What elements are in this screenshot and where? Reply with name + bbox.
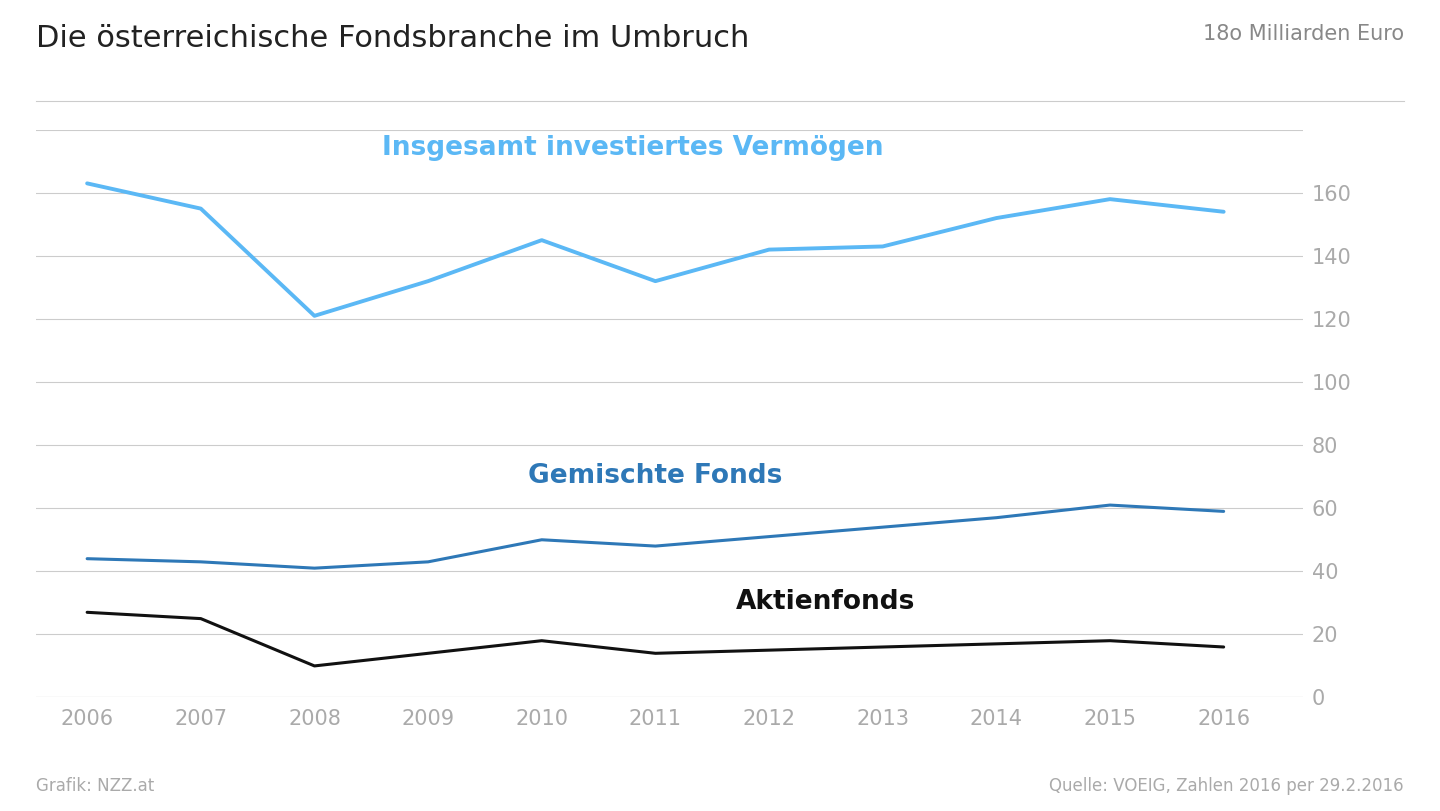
Text: Quelle: VOEIG, Zahlen 2016 per 29.2.2016: Quelle: VOEIG, Zahlen 2016 per 29.2.2016	[1050, 777, 1404, 795]
Text: 18o Milliarden Euro: 18o Milliarden Euro	[1202, 24, 1404, 45]
Text: Gemischte Fonds: Gemischte Fonds	[528, 463, 782, 489]
Text: Insgesamt investiertes Vermögen: Insgesamt investiertes Vermögen	[382, 135, 883, 161]
Text: Grafik: NZZ.at: Grafik: NZZ.at	[36, 777, 154, 795]
Text: Die österreichische Fondsbranche im Umbruch: Die österreichische Fondsbranche im Umbr…	[36, 24, 749, 54]
Text: Aktienfonds: Aktienfonds	[736, 590, 916, 616]
